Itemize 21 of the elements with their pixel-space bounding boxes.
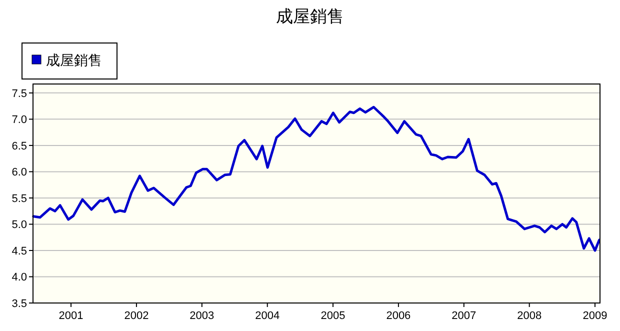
line-series [32,106,601,252]
x-tick-label: 2008 [517,310,542,322]
y-tick-label: 5.5 [12,192,27,205]
x-tick-label: 2006 [386,310,411,322]
y-tick-label: 6.5 [12,140,27,152]
y-tick-label: 6.0 [12,166,27,179]
chart-title: 成屋銷售 [276,7,344,26]
y-tick-label: 4.0 [12,272,27,284]
y-tick-label: 7.5 [12,88,27,100]
x-tick-label: 2005 [320,310,346,322]
x-tick-label: 2009 [582,310,608,322]
x-tick-label: 2007 [452,310,476,322]
y-tick-label: 5.0 [12,219,27,232]
x-tick-label: 2004 [255,310,280,322]
y-tick-label: 4.5 [12,245,27,258]
y-tick-label: 3.5 [12,298,27,310]
x-tick-label: 2003 [190,310,214,322]
x-tick-label: 2001 [58,310,84,322]
x-tick-label: 2002 [124,310,149,322]
y-tick-label: 7.0 [12,114,27,126]
legend-label: 成屋銷售 [46,52,102,68]
